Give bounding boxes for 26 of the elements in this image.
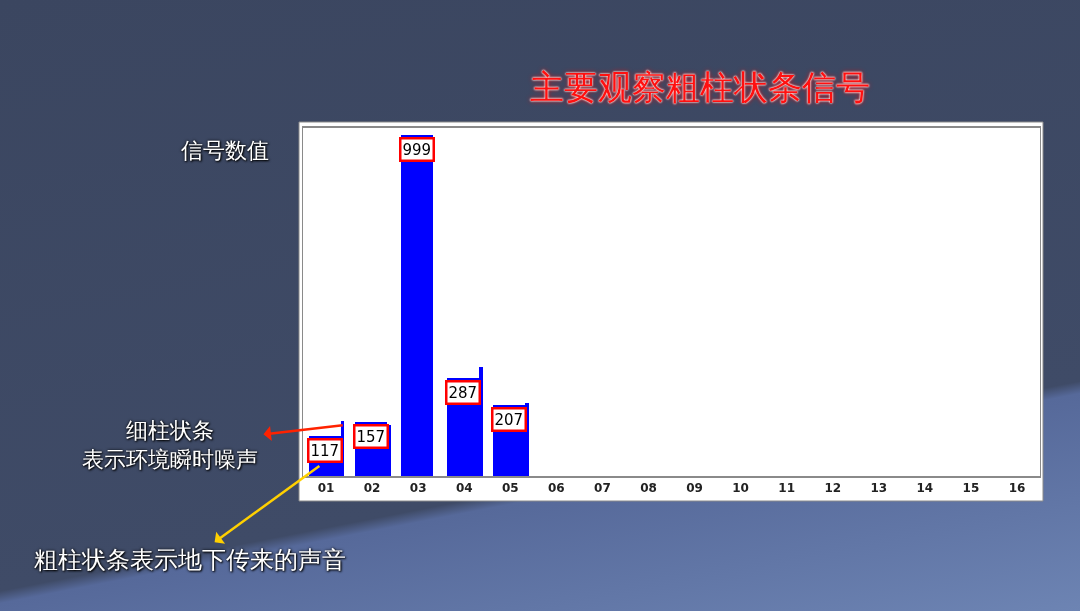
text: 粗柱状条表示地下传来的声音 <box>34 546 346 574</box>
chart-title: 主要观察粗柱状条信号 <box>530 66 870 107</box>
x-tick-label: 03 <box>409 481 427 496</box>
x-tick-label: 01 <box>317 481 335 496</box>
data-label: 157 <box>356 427 386 446</box>
x-tick-label: 15 <box>962 481 980 496</box>
x-tick-label: 13 <box>870 481 888 496</box>
x-tick-label: 05 <box>501 481 519 496</box>
x-tick-label: 02 <box>363 481 381 496</box>
x-tick-label: 10 <box>732 481 749 496</box>
x-tick-label: 07 <box>594 481 611 496</box>
x-tick-label: 16 <box>1008 481 1026 496</box>
data-label: 207 <box>494 410 524 429</box>
x-tick-label: 04 <box>455 481 473 496</box>
data-label: 287 <box>448 383 478 402</box>
x-tick-label: 14 <box>916 481 934 496</box>
x-tick-label: 08 <box>640 481 657 496</box>
text: 信号数值 <box>181 138 269 163</box>
text: 细柱状条表示环境瞬时噪声 <box>82 418 258 472</box>
x-tick-label: 06 <box>547 481 565 496</box>
x-tick-label: 12 <box>824 481 842 496</box>
bar <box>401 135 433 476</box>
data-label: 117 <box>310 441 340 460</box>
data-label: 999 <box>402 140 432 159</box>
x-tick-label: 09 <box>686 481 703 496</box>
x-tick-label: 11 <box>778 481 796 496</box>
